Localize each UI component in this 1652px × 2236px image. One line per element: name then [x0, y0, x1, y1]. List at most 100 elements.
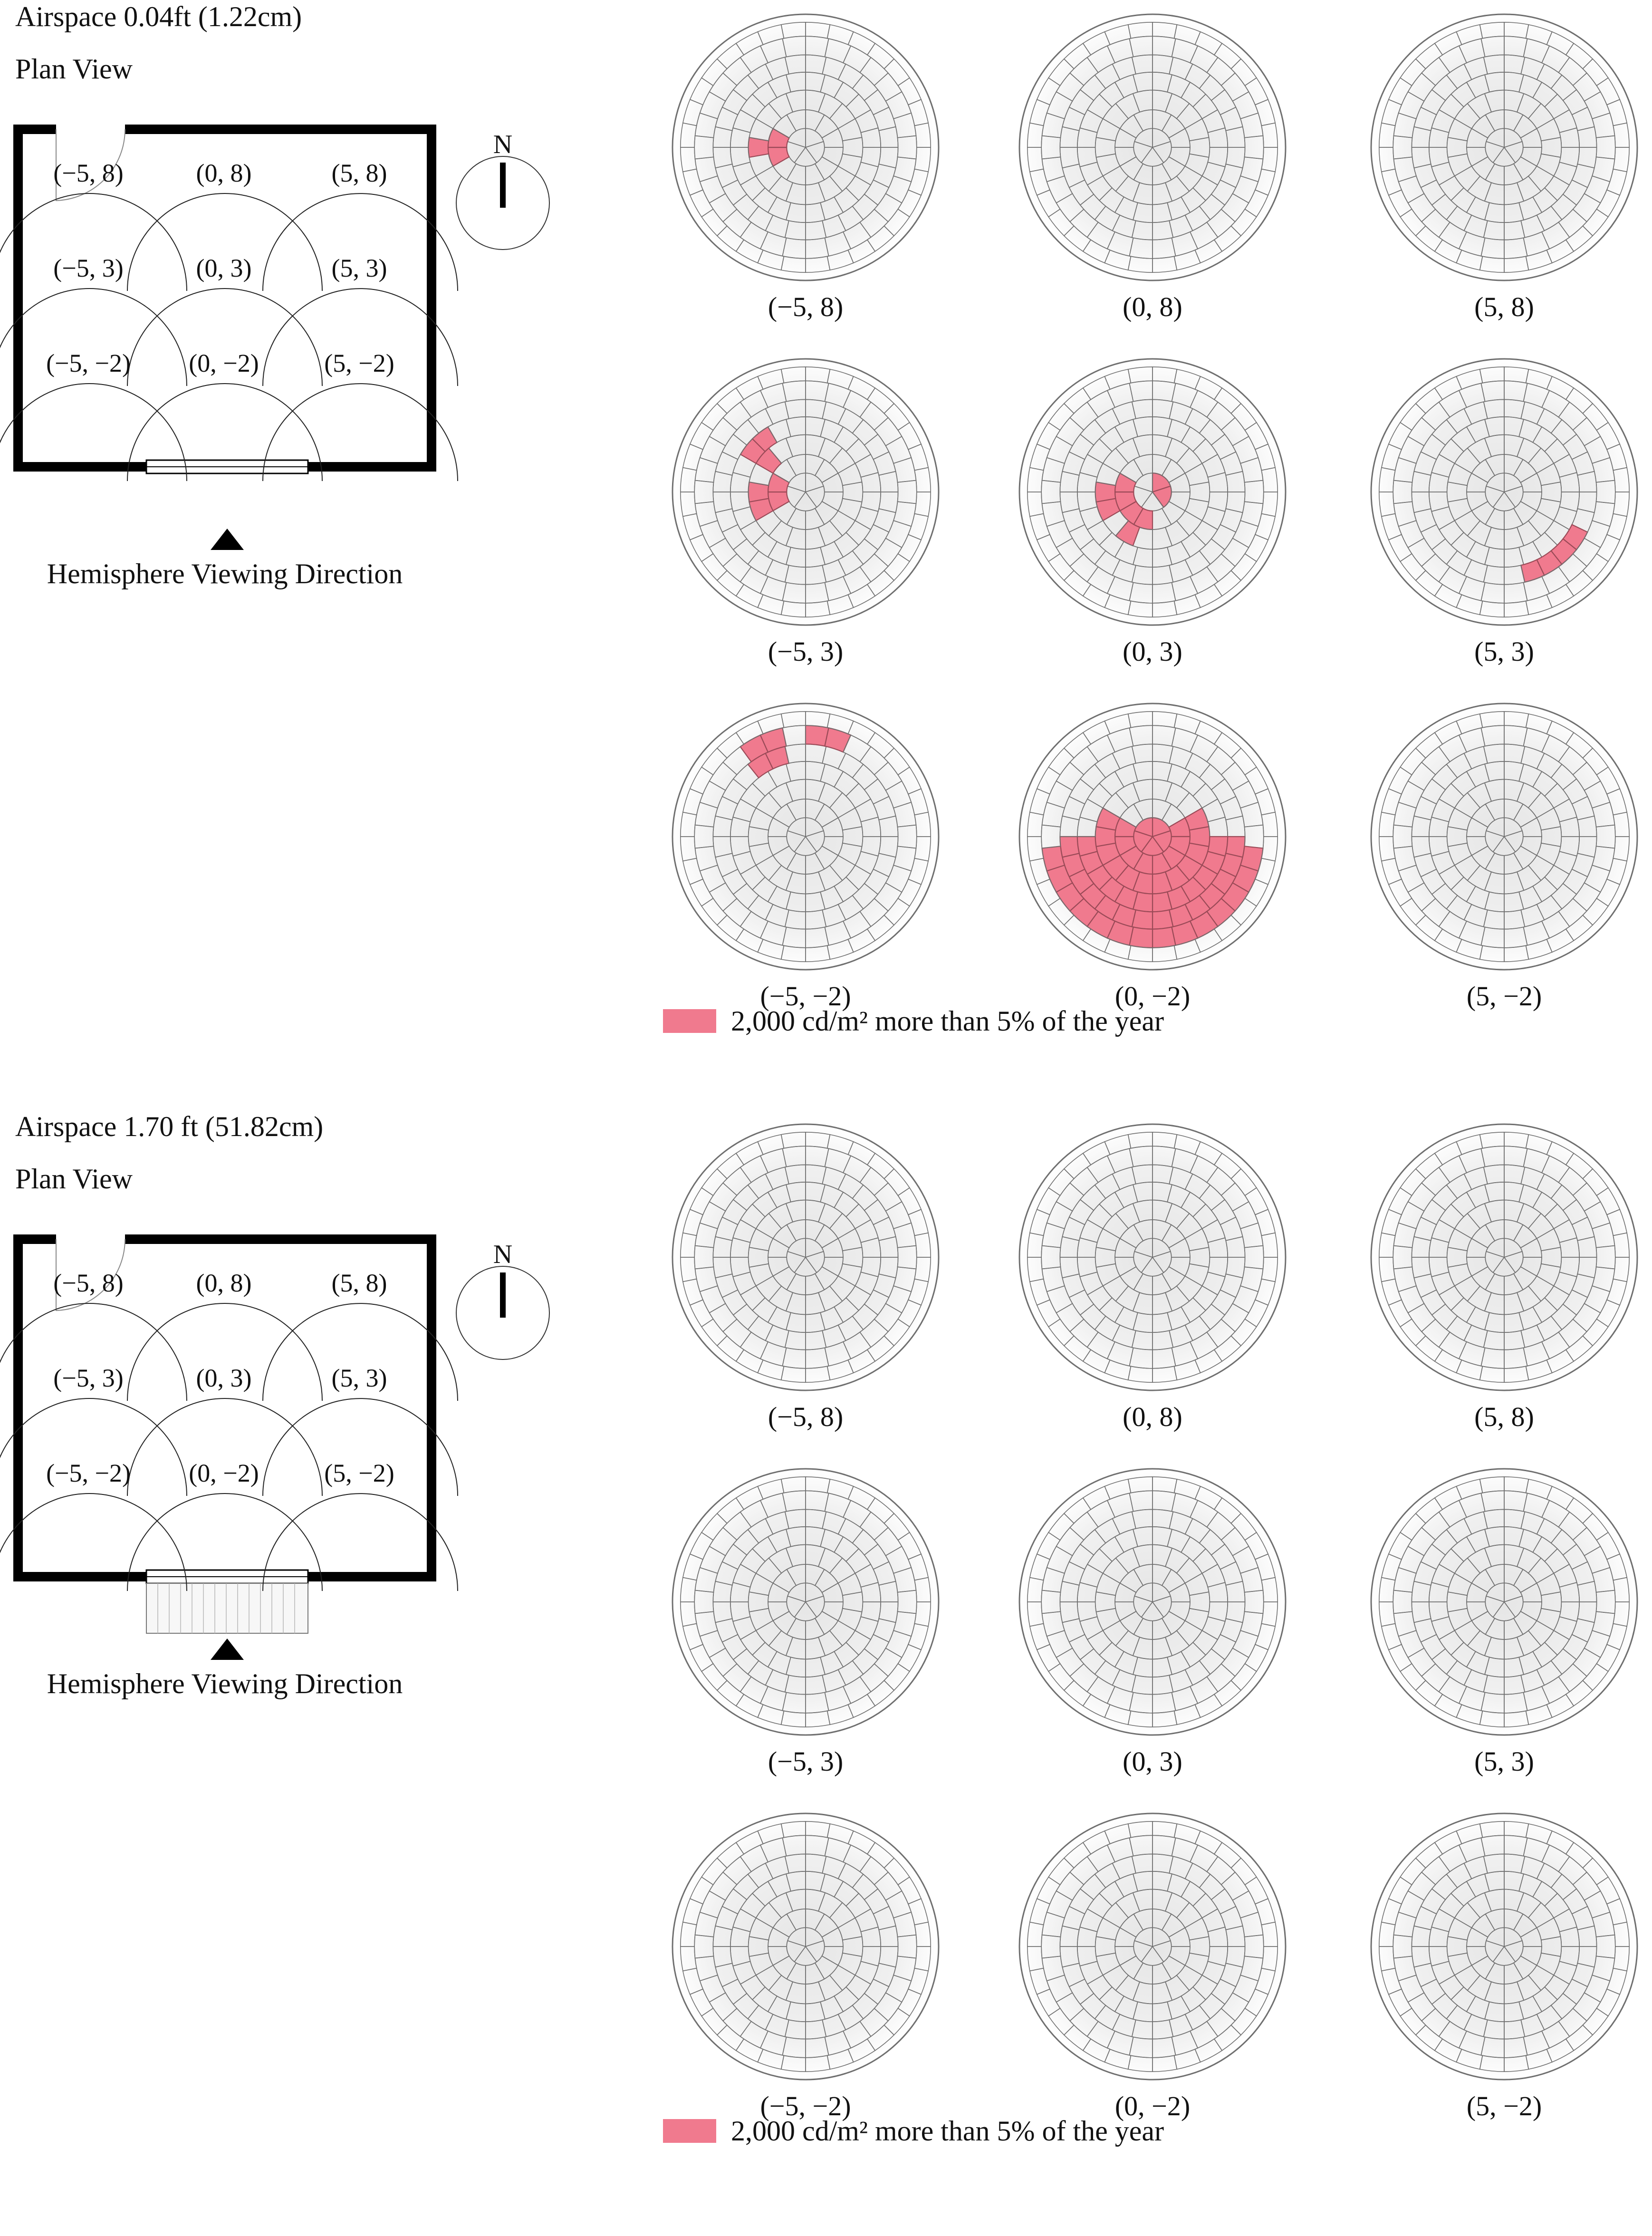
- viewing-arc: [127, 288, 323, 386]
- plan-point-label: (0, −2): [189, 1459, 259, 1487]
- door-swing: [56, 129, 125, 202]
- hemisphere-label: (0, −2): [1115, 2091, 1190, 2121]
- viewing-arc: [127, 383, 323, 482]
- hemisphere-label: (0, 8): [1123, 1401, 1182, 1432]
- viewing-direction-arrow-icon: [211, 1638, 244, 1660]
- viewing-arc: [262, 1493, 458, 1591]
- grid-cell: [1127, 1131, 1153, 1149]
- viewing-direction-label: Hemisphere Viewing Direction: [47, 558, 403, 589]
- legend-swatch: [663, 2119, 716, 2143]
- plan-point-label: (0, 3): [196, 254, 252, 282]
- plan-point-label: (−5, 3): [53, 1364, 123, 1392]
- viewing-arc: [262, 1398, 458, 1496]
- hemisphere-plot: [1370, 13, 1638, 281]
- hemisphere-label: (0, 8): [1123, 291, 1182, 322]
- plan-point-label: (5, −2): [324, 349, 394, 377]
- hemisphere-label: (−5, −2): [760, 981, 851, 1012]
- room-wall: [125, 1234, 436, 1581]
- legend-text: 2,000 cd/m² more than 5% of the year: [731, 1005, 1164, 1037]
- plan-point-label: (5, −2): [324, 1459, 394, 1487]
- grid-cell: [1127, 711, 1153, 728]
- viewing-arc: [127, 193, 323, 291]
- hemisphere-label: (5, 3): [1474, 636, 1534, 667]
- grid-cell: [1479, 1476, 1505, 1494]
- viewing-arc: [0, 1398, 187, 1496]
- viewing-direction-label: Hemisphere Viewing Direction: [47, 1668, 403, 1699]
- viewing-arc: [0, 1303, 187, 1401]
- hemisphere-plot: [672, 13, 940, 281]
- hemisphere-label: (5, 8): [1474, 291, 1534, 322]
- plan-point-label: (−5, −2): [46, 1459, 131, 1487]
- balcony: [146, 1583, 308, 1634]
- plan-point-label: (5, 8): [332, 1269, 387, 1297]
- grid-cell: [1479, 1821, 1505, 1838]
- hemisphere-label: (5, −2): [1467, 981, 1542, 1012]
- glare-cell: [1152, 909, 1174, 930]
- hemisphere-label: (−5, 8): [768, 291, 843, 322]
- legend-swatch: [663, 1009, 716, 1033]
- plan-view-drawing: (−5, 8) (0, 8) (5, 8) (−5, 3) (0, 3) (5, 3) (−…: [0, 125, 550, 589]
- plan-point-label: (0, 3): [196, 1364, 252, 1392]
- hemisphere-label: (0, 3): [1123, 1746, 1182, 1777]
- hemisphere-plot: [672, 1812, 940, 2081]
- room-wall: [13, 125, 146, 472]
- hemisphere-plot: [1018, 358, 1287, 626]
- grid-cell: [780, 366, 806, 384]
- hemisphere-plot: [672, 1123, 940, 1391]
- viewing-arc: [0, 383, 187, 482]
- hemisphere-plot: [1370, 1468, 1638, 1736]
- grid-cell: [1127, 21, 1153, 39]
- door-swing: [56, 1239, 125, 1311]
- hemisphere-label: (0, −2): [1115, 981, 1190, 1012]
- hemisphere-plot: [1018, 1812, 1287, 2081]
- viewing-arc: [127, 1303, 323, 1401]
- hemisphere-plot: [1018, 1123, 1287, 1391]
- grid-cell: [780, 1131, 806, 1149]
- hemisphere-plot: [1018, 1468, 1287, 1736]
- plan-point-label: (5, 8): [332, 159, 387, 187]
- grid-cell: [1479, 366, 1505, 384]
- hemisphere-plot: [672, 1468, 940, 1736]
- plan-point-label: (−5, −2): [46, 349, 131, 377]
- hemisphere-plot: [1370, 1123, 1638, 1391]
- hemisphere-label: (5, −2): [1467, 2091, 1542, 2121]
- grid-cell: [780, 1476, 806, 1494]
- grid-cell: [1479, 711, 1505, 728]
- hemisphere-plot: [1370, 1812, 1638, 2081]
- grid-cell: [780, 21, 806, 39]
- plan-view-label: Plan View: [15, 1163, 133, 1195]
- plan-point-label: (0, −2): [189, 349, 259, 377]
- viewing-arc: [0, 288, 187, 386]
- grid-cell: [780, 711, 806, 728]
- plan-point-label: (5, 3): [332, 254, 387, 282]
- hemisphere-plot: [1370, 703, 1638, 971]
- grid-cell: [1479, 21, 1505, 39]
- north-label: N: [493, 130, 512, 159]
- hemisphere-label: (−5, 3): [768, 1746, 843, 1777]
- airspace-label: Airspace 1.70 ft (51.82cm): [15, 1111, 323, 1142]
- hemisphere-label: (5, 3): [1474, 1746, 1534, 1777]
- viewing-arc: [262, 288, 458, 386]
- legend-text: 2,000 cd/m² more than 5% of the year: [731, 2115, 1164, 2147]
- viewing-arc: [127, 1493, 323, 1591]
- plan-point-label: (0, 8): [196, 159, 252, 187]
- north-label: N: [493, 1240, 512, 1269]
- hemisphere-label: (0, 3): [1123, 636, 1182, 667]
- hemisphere-plot: [672, 703, 940, 971]
- plan-point-label: (−5, 3): [53, 254, 123, 282]
- hemisphere-label: (−5, −2): [760, 2091, 851, 2121]
- grid-cell: [1479, 1131, 1505, 1149]
- viewing-direction-arrow-icon: [211, 529, 244, 550]
- grid-cell: [1127, 1476, 1153, 1494]
- viewing-arc: [262, 193, 458, 291]
- hemisphere-plot: [1018, 703, 1287, 971]
- plan-point-label: (0, 8): [196, 1269, 252, 1297]
- hemisphere-plot: [1018, 13, 1287, 281]
- room-wall: [13, 1234, 146, 1581]
- viewing-arc: [262, 1303, 458, 1401]
- airspace-label: Airspace 0.04ft (1.22cm): [15, 1, 302, 32]
- viewing-arc: [262, 383, 458, 482]
- grid-cell: [780, 1821, 806, 1838]
- viewing-arc: [127, 1398, 323, 1496]
- hemisphere-plot: [1370, 358, 1638, 626]
